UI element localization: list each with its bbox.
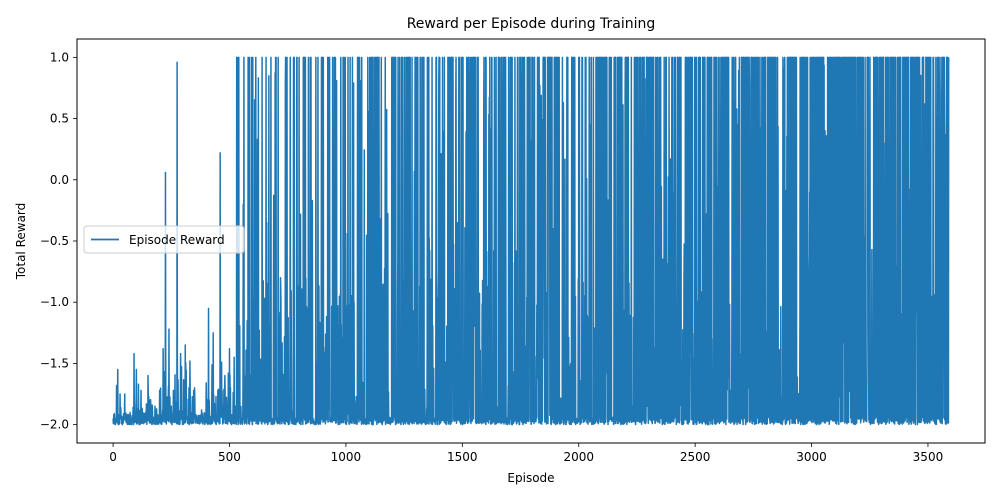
- y-tick-label: −0.5: [40, 234, 69, 248]
- x-tick-label: 2000: [563, 450, 594, 464]
- y-tick-label: −2.0: [40, 418, 69, 432]
- x-tick-label: 1000: [331, 450, 362, 464]
- x-tick-label: 1500: [447, 450, 478, 464]
- chart-title: Reward per Episode during Training: [407, 16, 656, 32]
- y-tick-label: −1.0: [40, 295, 69, 309]
- x-tick-label: 500: [218, 450, 241, 464]
- y-axis-label: Total Reward: [14, 203, 28, 281]
- legend-label-episode-reward: Episode Reward: [129, 233, 225, 247]
- episode-reward-line: [112, 56, 950, 426]
- x-tick-label: 3000: [796, 450, 827, 464]
- x-tick-label: 0: [109, 450, 117, 464]
- y-axis: 1.0 0.5 0.0 −0.5 −1.0 −1.5 −2.0: [40, 50, 77, 432]
- x-axis: 0 500 1000 1500 2000 2500 3000 3500: [109, 443, 943, 464]
- series-episode-reward: [112, 56, 950, 426]
- y-tick-label: −1.5: [40, 356, 69, 370]
- plot-area: [112, 56, 950, 426]
- x-tick-label: 3500: [913, 450, 944, 464]
- legend-box: [83, 225, 245, 254]
- x-tick-label: 2500: [680, 450, 711, 464]
- y-tick-label: 0.5: [50, 112, 69, 126]
- y-tick-label: 1.0: [50, 50, 69, 64]
- legend: Episode Reward: [83, 225, 245, 254]
- y-tick-label: 0.0: [50, 173, 69, 187]
- x-axis-label: Episode: [507, 471, 554, 485]
